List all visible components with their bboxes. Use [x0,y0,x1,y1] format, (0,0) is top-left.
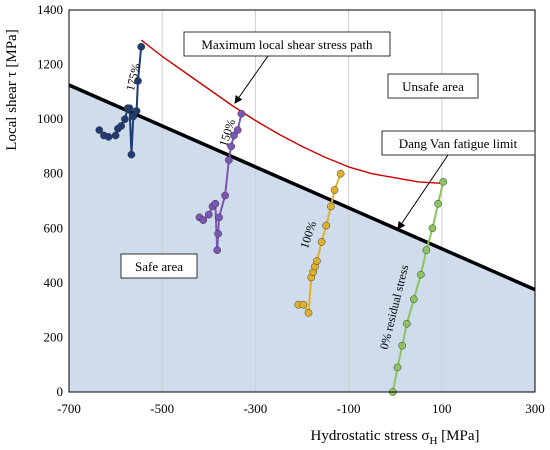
series-point [221,191,229,200]
dang-van-annotation-label: Dang Van fatigue limit [399,136,518,151]
series-point [336,169,345,178]
shear-path-annotation-label: Maximum local shear stress path [201,37,373,52]
y-tick-label: 800 [44,166,64,181]
y-tick-label: 0 [57,384,64,399]
x-axis-ticks: -700 -500 -300 -100 100 300 [57,401,545,416]
series-point [117,122,126,130]
y-tick-label: 1000 [37,111,63,126]
series-3 [389,178,448,396]
series-point [111,131,120,140]
series-point [213,246,222,254]
plot-frame [68,9,536,393]
x-tick-label: -500 [150,401,174,416]
series-point [215,213,223,222]
series-point [439,178,448,186]
y-tick-label: 600 [44,220,64,235]
series-point [330,186,339,194]
x-tick-label: -700 [57,401,81,416]
y-tick-label: 1400 [37,2,63,17]
series-point [233,126,242,134]
series-point [416,270,425,279]
series-point [125,104,134,113]
series-point [299,300,308,309]
series-point [132,107,141,115]
x-tick-label: -300 [243,401,267,416]
series-point [224,156,233,164]
series-point [409,295,418,304]
series-point [211,199,220,208]
safe-area-region [69,85,535,393]
series-point [214,229,222,238]
safe-area-box [120,253,198,279]
series-point [393,363,402,372]
series-point [317,238,326,246]
series-1 [195,109,246,254]
series-point [121,115,129,123]
series-point [204,210,213,219]
safe-area-label: Safe area [135,259,183,274]
shear-path-annotation-arrow [234,55,269,104]
unsafe-area-box [387,73,479,99]
safe-area-fill [69,85,535,393]
series-point [327,202,335,211]
series-label-175: 175% [123,62,143,93]
unsafe-area-label: Unsafe area [402,79,464,94]
series-point [237,109,246,118]
series-point [398,341,407,350]
series-0 [95,42,146,159]
series-point [199,216,208,224]
series-line [391,181,445,393]
y-axis-label: Local shear τ [MPa] [4,29,20,150]
shear-path-annotation-box [183,31,391,57]
series-point [134,77,142,85]
y-tick-label: 400 [44,275,64,290]
dang-van-annotation-arrow [397,154,449,230]
series-point [230,131,238,140]
series-point [428,224,437,233]
residual-stress-series-layer [95,42,448,396]
series-point [434,199,442,208]
series-point [422,246,431,254]
y-axis-ticks: 0 200 400 600 800 1000 1200 1400 [37,2,63,399]
series-point [227,142,236,151]
dang-van-fatigue-limit-line [69,83,535,292]
series-point [322,221,331,230]
series-point [127,150,136,159]
series-point [95,126,104,134]
series-point [137,42,146,51]
max-shear-stress-path-line [140,39,442,184]
series-point [304,309,313,317]
y-tick-label: 1200 [37,57,63,72]
x-tick-label: -100 [337,401,361,416]
dang-van-fatigue-limit-layer [69,83,535,292]
x-tick-label: 300 [525,401,545,416]
series-point [104,133,113,141]
x-tick-label: 100 [432,401,452,416]
series-point [403,319,411,328]
y-tick-label: 200 [44,329,64,344]
dang-van-annotation-box [381,130,536,156]
series-2 [294,169,345,317]
x-axis-label: Hydrostatic stress σH [MPa] [311,428,480,447]
series-point [313,257,321,265]
max-shear-path-layer [140,39,442,184]
